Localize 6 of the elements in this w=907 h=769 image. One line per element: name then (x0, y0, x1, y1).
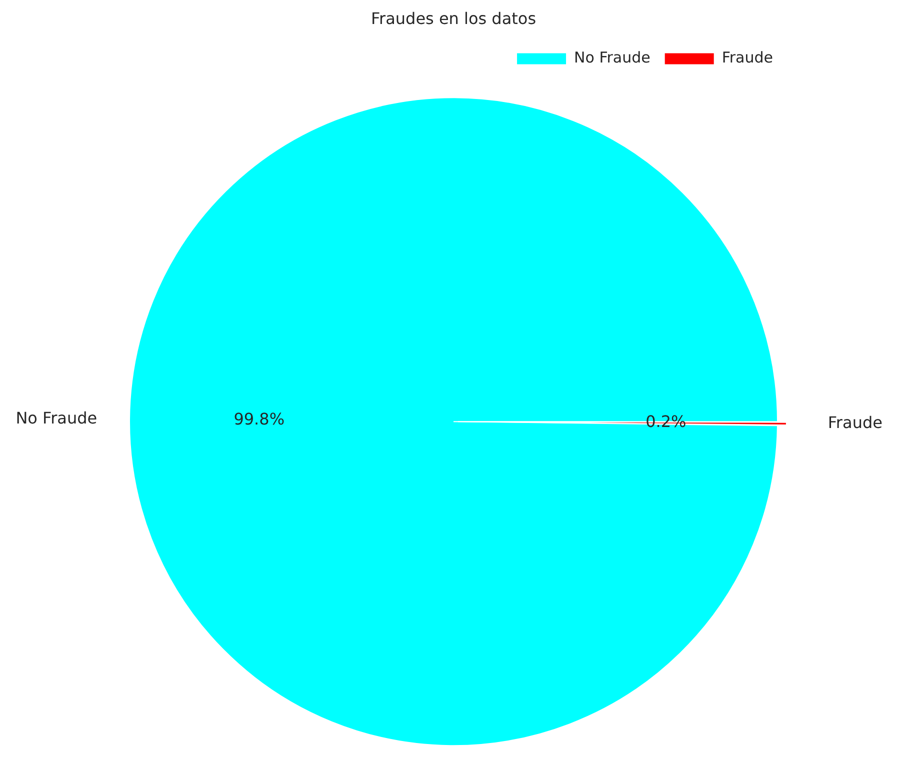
legend-label: Fraude (722, 48, 774, 67)
chart-title: Fraudes en los datos (370, 8, 536, 28)
data-label: 99.8% (234, 410, 285, 429)
slice-label: No Fraude (16, 408, 98, 428)
slice-label: Fraude (828, 413, 882, 432)
legend-label: No Fraude (574, 48, 650, 67)
